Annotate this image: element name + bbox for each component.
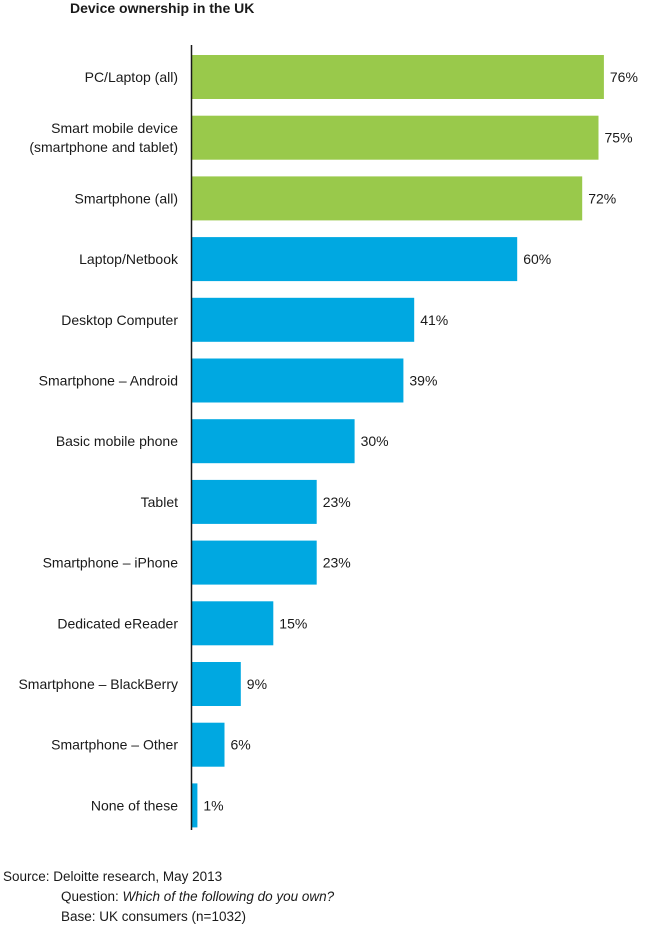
value-label-5: 39% bbox=[409, 373, 437, 389]
base-note: Base: UK consumers (n=1032) bbox=[61, 909, 246, 924]
bar-3 bbox=[192, 237, 518, 282]
bar-11 bbox=[192, 722, 225, 767]
value-label-6: 30% bbox=[361, 433, 389, 449]
category-label-4: Desktop Computer bbox=[61, 312, 178, 328]
category-label-5: Smartphone – Android bbox=[39, 373, 178, 389]
value-label-4: 41% bbox=[420, 312, 448, 328]
source-note: Source: Deloitte research, May 2013 bbox=[3, 869, 223, 884]
bar-10 bbox=[192, 662, 241, 706]
category-label-11: Smartphone – Other bbox=[51, 737, 178, 753]
category-label-10: Smartphone – BlackBerry bbox=[18, 676, 178, 692]
category-label-9: Dedicated eReader bbox=[57, 615, 178, 631]
value-label-8: 23% bbox=[323, 555, 351, 571]
category-label-0: PC/Laptop (all) bbox=[85, 69, 178, 85]
bar-1 bbox=[192, 115, 599, 160]
bar-2 bbox=[192, 176, 583, 221]
category-label-1: Smart mobile device (smartphone and table… bbox=[29, 120, 178, 155]
bar-12 bbox=[192, 783, 198, 828]
value-label-9: 15% bbox=[279, 615, 307, 631]
bar-0 bbox=[192, 55, 604, 99]
bar-4 bbox=[192, 297, 415, 342]
question-label: Question: bbox=[61, 889, 123, 904]
bar-9 bbox=[192, 601, 274, 646]
question-note: Question: Which of the following do you … bbox=[3, 887, 334, 907]
category-label-2: Smartphone (all) bbox=[75, 190, 179, 206]
value-label-1: 75% bbox=[605, 130, 633, 146]
category-label-3: Laptop/Netbook bbox=[79, 251, 179, 267]
value-label-7: 23% bbox=[323, 494, 351, 510]
bar-7 bbox=[192, 479, 317, 524]
chart-footer: Source: Deloitte research, May 2013 Ques… bbox=[3, 867, 334, 927]
value-label-10: 9% bbox=[247, 676, 267, 692]
category-label-8: Smartphone – iPhone bbox=[43, 555, 179, 571]
value-label-11: 6% bbox=[231, 737, 251, 753]
category-label-7: Tablet bbox=[141, 494, 178, 510]
bar-6 bbox=[192, 419, 355, 464]
bar-8 bbox=[192, 540, 317, 585]
category-label-6: Basic mobile phone bbox=[56, 433, 178, 449]
bar-chart: PC/Laptop (all) 76% Smart mobile device (sm… bbox=[18, 45, 638, 830]
category-label-12: None of these bbox=[91, 797, 178, 813]
value-label-3: 60% bbox=[523, 251, 551, 267]
bars-layer: PC/Laptop (all) 76% Smart mobile device (sm… bbox=[18, 55, 638, 828]
value-label-12: 1% bbox=[203, 797, 223, 813]
value-label-2: 72% bbox=[588, 190, 616, 206]
bar-5 bbox=[192, 358, 404, 403]
value-label-0: 76% bbox=[610, 69, 638, 85]
chart-title: Device ownership in the UK bbox=[70, 0, 255, 16]
question-text: Which of the following do you own? bbox=[122, 889, 335, 904]
